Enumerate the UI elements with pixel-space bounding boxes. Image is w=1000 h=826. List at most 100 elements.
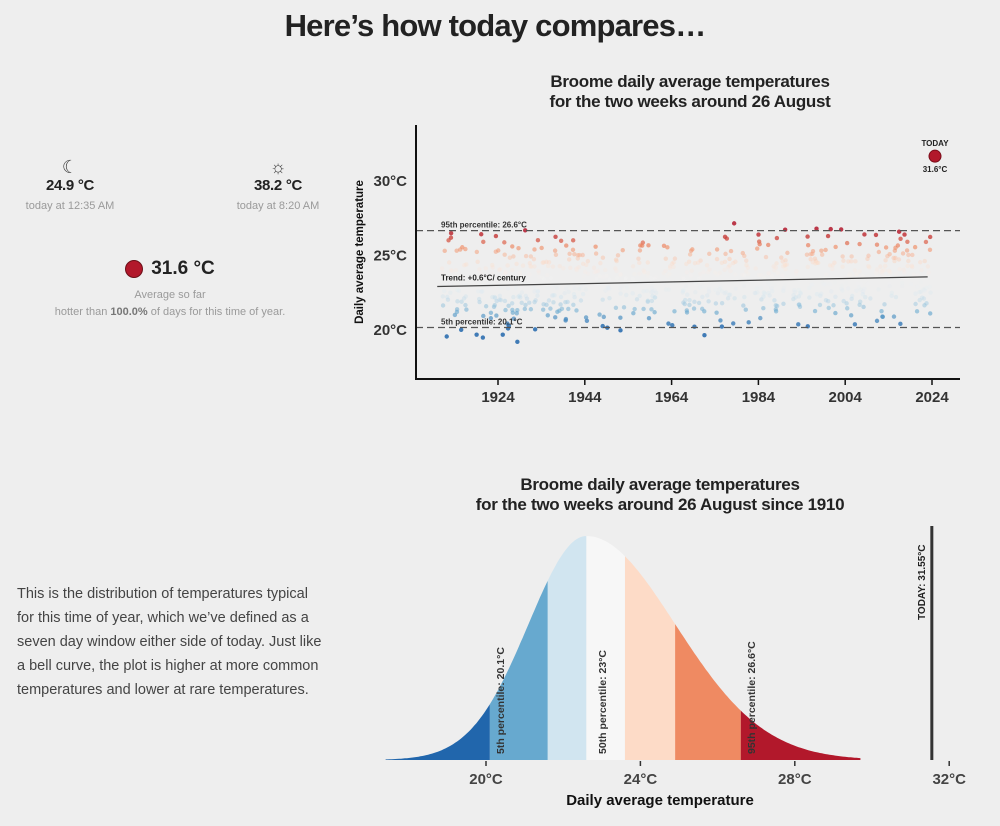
data-point — [719, 324, 725, 329]
data-point — [553, 252, 559, 258]
data-point — [520, 263, 526, 268]
data-point — [480, 335, 486, 340]
data-point — [483, 279, 489, 285]
data-point — [732, 296, 737, 301]
data-point — [499, 285, 504, 290]
data-point — [705, 269, 711, 275]
data-point — [637, 248, 643, 253]
data-point — [593, 244, 598, 249]
data-point — [731, 221, 737, 226]
data-point — [496, 248, 501, 253]
data-point — [850, 273, 855, 279]
data-point — [448, 290, 453, 295]
data-point — [523, 293, 528, 299]
data-point — [914, 309, 920, 314]
data-point — [722, 234, 728, 240]
data-point — [844, 280, 849, 286]
data-point — [515, 339, 520, 345]
data-point — [455, 287, 460, 293]
data-point — [830, 266, 835, 272]
y-tick-label: 25°C — [373, 248, 407, 265]
data-point — [604, 273, 609, 279]
x-tick-label: 2004 — [829, 389, 863, 406]
data-point — [696, 276, 701, 281]
data-point — [840, 288, 845, 293]
data-point — [546, 259, 552, 265]
data-point — [791, 293, 796, 298]
data-point — [459, 299, 464, 304]
data-point — [733, 259, 738, 264]
data-point — [780, 259, 785, 264]
data-point — [819, 248, 824, 253]
data-point — [917, 297, 922, 303]
data-point — [476, 296, 482, 302]
data-point — [844, 240, 850, 246]
data-point — [480, 289, 485, 294]
data-point — [578, 279, 584, 284]
data-point — [888, 269, 893, 275]
data-point — [797, 304, 803, 309]
data-point — [527, 272, 533, 277]
data-point — [927, 284, 932, 290]
data-point — [855, 281, 860, 286]
data-point — [762, 274, 767, 279]
data-point — [814, 260, 820, 265]
data-point — [744, 269, 749, 274]
data-point — [503, 270, 508, 275]
data-point — [889, 293, 894, 299]
data-point — [474, 249, 480, 255]
data-point — [532, 299, 537, 305]
data-point — [572, 295, 577, 300]
data-point — [883, 245, 889, 250]
data-point — [464, 307, 469, 312]
data-point — [630, 264, 636, 269]
data-point — [900, 280, 905, 285]
data-point — [667, 265, 673, 271]
data-point — [568, 265, 573, 271]
data-point — [792, 287, 797, 293]
data-point — [545, 313, 550, 318]
data-point — [926, 270, 931, 275]
data-point — [506, 303, 511, 309]
data-point — [484, 276, 490, 281]
data-point — [696, 300, 702, 306]
min-temp-stat: ☾ 24.9 °C today at 12:35 AM — [20, 157, 120, 212]
data-point — [545, 285, 551, 290]
data-point — [613, 266, 618, 271]
hotter-suffix: of days for this time of year. — [147, 306, 286, 318]
data-point — [523, 302, 528, 308]
data-point — [618, 291, 623, 296]
data-point — [567, 279, 573, 285]
scatter-title-line2: for the two weeks around 26 August — [549, 92, 831, 111]
data-point — [815, 260, 821, 266]
data-point — [600, 297, 605, 302]
data-point — [862, 232, 867, 237]
data-point — [910, 264, 915, 270]
data-point — [558, 294, 564, 300]
data-point — [519, 290, 525, 295]
data-point — [566, 283, 572, 288]
data-point — [755, 246, 760, 251]
data-point — [502, 298, 508, 304]
data-point — [620, 247, 625, 253]
data-point — [535, 293, 540, 298]
data-point — [866, 253, 871, 258]
data-point — [666, 287, 672, 292]
data-point — [456, 288, 462, 293]
data-point — [524, 296, 530, 301]
data-point — [723, 251, 728, 257]
data-point — [479, 232, 484, 237]
data-point — [514, 261, 519, 267]
data-point — [528, 264, 533, 269]
data-point — [904, 279, 909, 284]
data-point — [575, 256, 580, 261]
data-point — [740, 272, 745, 277]
data-point — [766, 271, 772, 276]
data-point — [854, 271, 859, 277]
data-point — [925, 272, 931, 277]
data-point — [526, 300, 532, 305]
data-point — [713, 301, 719, 306]
data-point — [564, 243, 569, 248]
data-point — [516, 246, 521, 251]
data-point — [496, 267, 502, 272]
